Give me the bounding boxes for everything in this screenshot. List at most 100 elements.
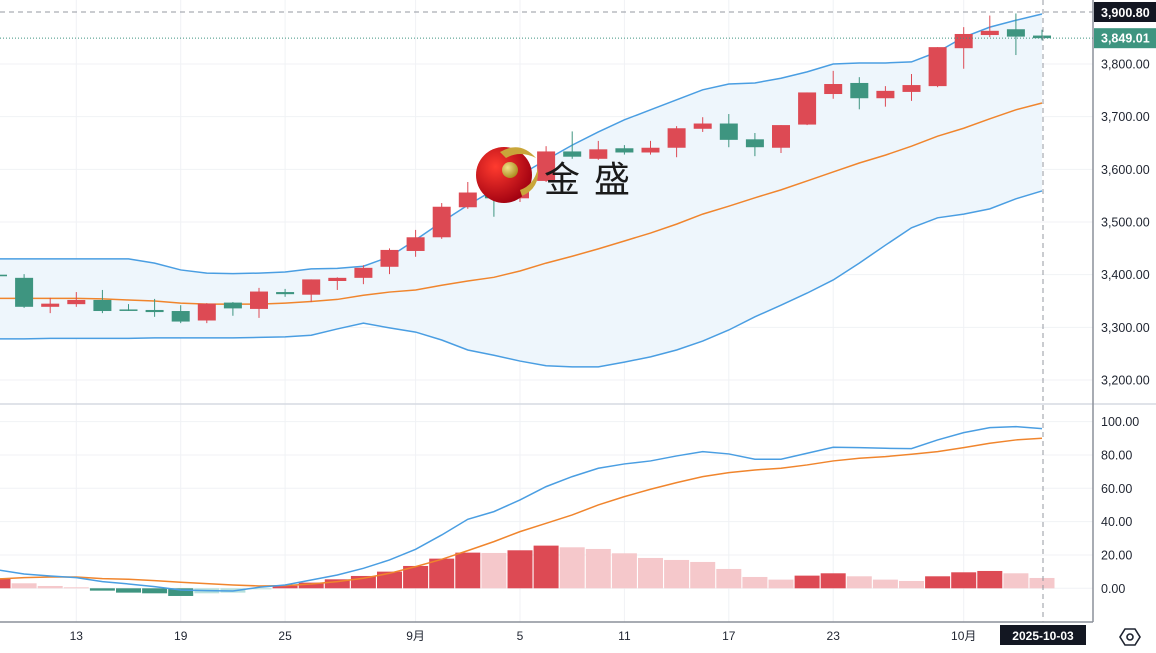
candle bbox=[928, 47, 947, 88]
histogram-bar bbox=[742, 576, 768, 589]
candle-body bbox=[641, 147, 660, 153]
indicator-tick-label: 40.00 bbox=[1101, 515, 1132, 529]
bollinger-lower-line bbox=[0, 190, 1043, 368]
crosshair-date-label: 2025-10-03 bbox=[1012, 629, 1074, 643]
indicator-tick-label: 20.00 bbox=[1101, 548, 1132, 562]
candle-body bbox=[537, 151, 556, 181]
histogram-bar bbox=[272, 585, 298, 589]
candle-body bbox=[615, 148, 634, 153]
histogram-bar bbox=[585, 548, 611, 589]
candle bbox=[302, 279, 321, 303]
histogram-bar bbox=[716, 568, 742, 589]
candle bbox=[745, 132, 764, 157]
time-tick-label: 13 bbox=[70, 629, 84, 643]
candle bbox=[223, 302, 242, 316]
candle-body bbox=[15, 277, 34, 307]
candle-body bbox=[850, 82, 869, 99]
candle bbox=[328, 277, 347, 290]
candle-body bbox=[928, 47, 947, 87]
candle bbox=[798, 92, 817, 126]
histogram-bar bbox=[1029, 577, 1055, 589]
histogram-bar bbox=[951, 572, 977, 589]
candle-body bbox=[302, 279, 321, 295]
candle-body bbox=[380, 249, 399, 267]
candle-body bbox=[250, 291, 268, 309]
candle bbox=[980, 15, 999, 38]
histogram-bar bbox=[116, 588, 141, 593]
candle-body bbox=[93, 299, 112, 312]
histogram-bar bbox=[925, 576, 951, 589]
histogram-bar bbox=[324, 579, 350, 589]
candle bbox=[171, 305, 190, 324]
indicator-fast-line bbox=[0, 425, 1043, 592]
time-tick-label: 23 bbox=[827, 629, 841, 643]
price-tick-label: 3,700.00 bbox=[1101, 110, 1150, 124]
candle bbox=[145, 298, 164, 317]
candle-body bbox=[719, 123, 738, 140]
price-tick-label: 3,300.00 bbox=[1101, 321, 1150, 335]
candle bbox=[902, 74, 921, 101]
candlesticks bbox=[0, 13, 1051, 324]
candle-body bbox=[41, 303, 60, 307]
histogram-bar bbox=[481, 552, 507, 589]
candle-body bbox=[145, 309, 164, 313]
candle bbox=[667, 126, 686, 158]
last-price-label: 3,849.01 bbox=[1101, 32, 1150, 46]
indicator-tick-label: 80.00 bbox=[1101, 448, 1132, 462]
histogram-bar bbox=[611, 553, 637, 589]
candle-body bbox=[1033, 35, 1051, 39]
last-price-box bbox=[1094, 28, 1156, 49]
candle bbox=[354, 265, 373, 285]
histogram-bar bbox=[559, 547, 585, 589]
indicator-tick-label: 0.00 bbox=[1101, 582, 1125, 596]
histogram-bar bbox=[794, 575, 820, 589]
price-tick-label: 3,500.00 bbox=[1101, 216, 1150, 230]
candle bbox=[589, 140, 608, 160]
candle-body bbox=[667, 128, 686, 148]
indicator-tick-label: 60.00 bbox=[1101, 482, 1132, 496]
logo-text: 金盛 bbox=[544, 159, 644, 200]
price-tick-label: 3,800.00 bbox=[1101, 58, 1150, 72]
candle-body bbox=[197, 303, 216, 321]
candle bbox=[406, 229, 425, 257]
histogram-bar bbox=[429, 558, 455, 589]
candle-body bbox=[119, 309, 138, 311]
candle bbox=[876, 86, 895, 107]
candle-body bbox=[354, 267, 373, 278]
histogram-bar bbox=[89, 588, 115, 591]
candle bbox=[563, 131, 582, 159]
logo-gold-dot-icon bbox=[502, 162, 518, 178]
candle-body bbox=[432, 206, 451, 238]
candle bbox=[432, 203, 451, 239]
candle bbox=[954, 27, 973, 69]
candle bbox=[276, 288, 295, 297]
time-tick-label: 25 bbox=[278, 629, 292, 643]
histogram-bar bbox=[37, 585, 63, 589]
histogram-bar bbox=[638, 557, 663, 589]
candle bbox=[197, 303, 216, 324]
candle bbox=[824, 70, 843, 99]
candle bbox=[380, 248, 399, 275]
candle-body bbox=[67, 299, 86, 305]
candle bbox=[119, 304, 138, 312]
axes: 3,200.00 3,300.00 3,400.00 3,500.00 3,600.00… bbox=[0, 0, 1150, 643]
candle bbox=[41, 297, 60, 314]
time-tick-label: 10月 bbox=[951, 629, 976, 643]
histogram-bar bbox=[1003, 573, 1029, 589]
histogram-bar bbox=[690, 561, 716, 589]
candle-body bbox=[223, 302, 242, 309]
candle-body bbox=[824, 84, 843, 95]
candle-body bbox=[563, 151, 582, 157]
histogram-bar bbox=[377, 571, 402, 589]
candle-body bbox=[876, 90, 895, 99]
histogram-bar bbox=[0, 578, 11, 589]
price-tick-label: 3,200.00 bbox=[1101, 374, 1150, 388]
candle bbox=[15, 274, 34, 308]
candle-body bbox=[980, 30, 999, 36]
candle bbox=[458, 181, 477, 209]
time-tick-label: 11 bbox=[618, 629, 631, 643]
candle bbox=[1006, 13, 1025, 56]
candle bbox=[850, 77, 869, 110]
